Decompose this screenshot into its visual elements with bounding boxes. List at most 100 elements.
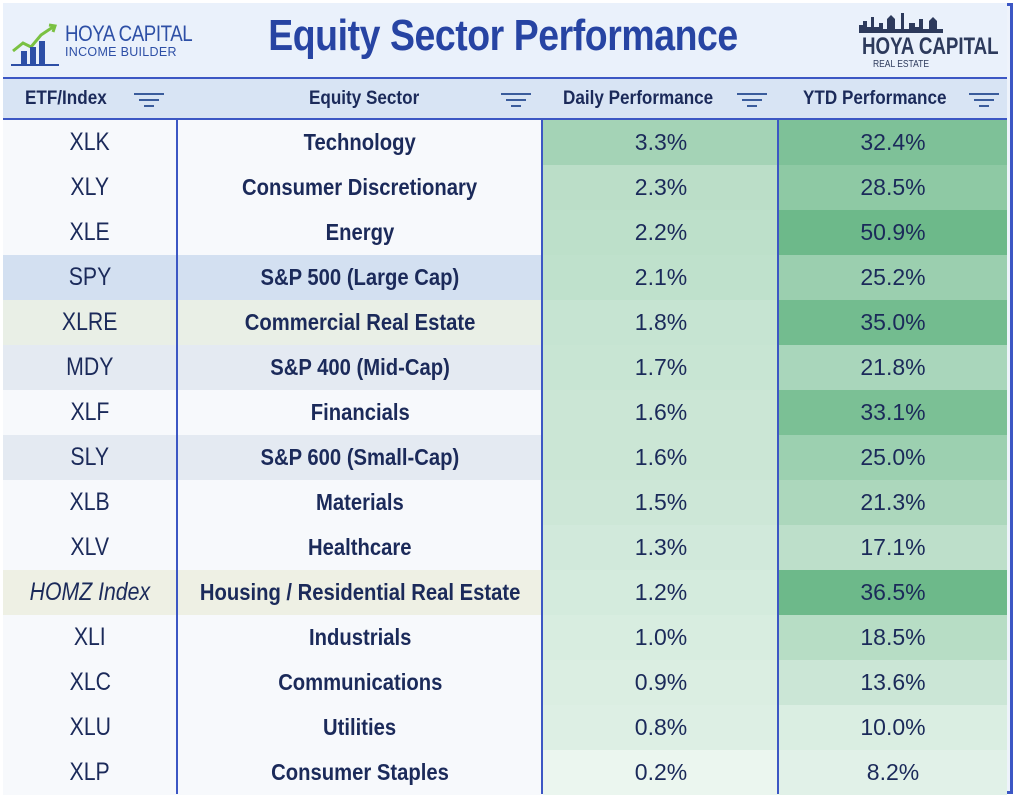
sector-cell: S&P 400 (Mid-Cap) (177, 345, 543, 390)
ytd-performance-cell: 33.1% (779, 390, 1007, 435)
header: HOYA CAPITAL INCOME BUILDER Equity Secto… (3, 3, 1007, 77)
column-divider (777, 120, 779, 794)
etf-ticker: XLI (74, 623, 106, 651)
filter-icon[interactable] (736, 91, 768, 109)
etf-cell: XLB (3, 480, 177, 525)
ytd-performance-cell: 10.0% (779, 705, 1007, 750)
sector-name: Consumer Staples (271, 759, 449, 785)
etf-cell: XLI (3, 615, 177, 660)
etf-ticker: XLF (70, 398, 110, 426)
ytd-performance-cell: 36.5% (779, 570, 1007, 615)
daily-performance-cell: 1.7% (543, 345, 779, 390)
sector-cell: Materials (177, 480, 543, 525)
etf-cell: SPY (3, 255, 177, 300)
table-row: XLI Industrials 1.0% 18.5% (3, 615, 1007, 660)
page-title: Equity Sector Performance (268, 11, 738, 60)
ytd-performance-cell: 25.2% (779, 255, 1007, 300)
filter-icon[interactable] (500, 91, 532, 109)
sector-cell: Energy (177, 210, 543, 255)
ytd-performance-cell: 50.9% (779, 210, 1007, 255)
etf-ticker: XLY (70, 173, 110, 201)
sector-cell: S&P 600 (Small-Cap) (177, 435, 543, 480)
logo-brand-text: HOYA CAPITAL (862, 33, 999, 60)
sector-name: S&P 500 (Large Cap) (260, 264, 460, 290)
daily-performance-cell: 2.3% (543, 165, 779, 210)
table-row: XLY Consumer Discretionary 2.3% 28.5% (3, 165, 1007, 210)
etf-ticker: XLU (69, 713, 111, 741)
table-row: XLB Materials 1.5% 21.3% (3, 480, 1007, 525)
sector-name: Commercial Real Estate (244, 309, 476, 335)
sector-cell: S&P 500 (Large Cap) (177, 255, 543, 300)
sector-name: Housing / Residential Real Estate (199, 579, 521, 605)
ytd-performance-cell: 13.6% (779, 660, 1007, 705)
table-row: XLK Technology 3.3% 32.4% (3, 120, 1007, 165)
sector-name: Industrials (308, 624, 412, 650)
skyline-icon (859, 13, 943, 33)
sector-name: Utilities (323, 714, 397, 740)
sector-cell: Technology (177, 120, 543, 165)
etf-ticker: XLK (69, 128, 111, 156)
etf-cell: XLV (3, 525, 177, 570)
ytd-performance-cell: 21.3% (779, 480, 1007, 525)
daily-performance-cell: 1.3% (543, 525, 779, 570)
daily-performance-cell: 1.5% (543, 480, 779, 525)
ytd-performance-cell: 28.5% (779, 165, 1007, 210)
etf-ticker: HOMZ Index (29, 578, 151, 606)
table-row: XLC Communications 0.9% 13.6% (3, 660, 1007, 705)
sector-cell: Commercial Real Estate (177, 300, 543, 345)
etf-cell: SLY (3, 435, 177, 480)
ytd-performance-cell: 17.1% (779, 525, 1007, 570)
ytd-performance-cell: 35.0% (779, 300, 1007, 345)
etf-ticker: XLP (69, 758, 111, 786)
sector-name: Technology (303, 129, 417, 155)
etf-cell: XLY (3, 165, 177, 210)
table-row: MDY S&P 400 (Mid-Cap) 1.7% 21.8% (3, 345, 1007, 390)
etf-cell: XLU (3, 705, 177, 750)
logo-brand-text: HOYA CAPITAL (65, 21, 193, 46)
etf-ticker: XLB (69, 488, 111, 516)
sector-cell: Financials (177, 390, 543, 435)
ytd-performance-cell: 8.2% (779, 750, 1007, 795)
logo-subtitle-text: INCOME BUILDER (65, 45, 177, 59)
table-row: XLE Energy 2.2% 50.9% (3, 210, 1007, 255)
hoya-income-builder-logo: HOYA CAPITAL INCOME BUILDER (9, 21, 193, 67)
table-row: SLY S&P 600 (Small-Cap) 1.6% 25.0% (3, 435, 1007, 480)
column-header-etf[interactable]: ETF/Index (25, 88, 107, 109)
filter-icon[interactable] (968, 91, 1000, 109)
etf-cell: MDY (3, 345, 177, 390)
daily-performance-cell: 1.2% (543, 570, 779, 615)
column-header-sector[interactable]: Equity Sector (309, 88, 420, 109)
etf-ticker: XLRE (62, 308, 118, 336)
table-row: XLV Healthcare 1.3% 17.1% (3, 525, 1007, 570)
etf-cell: HOMZ Index (3, 570, 177, 615)
sector-cell: Consumer Staples (177, 750, 543, 795)
table-row: XLRE Commercial Real Estate 1.8% 35.0% (3, 300, 1007, 345)
column-header-row: ETF/Index Equity Sector Daily Performanc… (3, 77, 1007, 120)
etf-cell: XLF (3, 390, 177, 435)
daily-performance-cell: 3.3% (543, 120, 779, 165)
sector-name: Healthcare (308, 534, 412, 560)
table-row: HOMZ Index Housing / Residential Real Est… (3, 570, 1007, 615)
daily-performance-cell: 1.0% (543, 615, 779, 660)
filter-icon[interactable] (133, 91, 165, 109)
etf-cell: XLC (3, 660, 177, 705)
daily-performance-cell: 1.6% (543, 390, 779, 435)
chart-bars-icon (11, 23, 59, 66)
sector-name: Financials (310, 399, 410, 425)
etf-cell: XLP (3, 750, 177, 795)
ytd-performance-cell: 32.4% (779, 120, 1007, 165)
column-header-daily[interactable]: Daily Performance (563, 88, 714, 109)
table-row: XLP Consumer Staples 0.2% 8.2% (3, 750, 1007, 795)
daily-performance-cell: 0.8% (543, 705, 779, 750)
daily-performance-cell: 2.2% (543, 210, 779, 255)
sector-name: Communications (277, 669, 443, 695)
column-header-ytd[interactable]: YTD Performance (803, 88, 947, 109)
etf-cell: XLK (3, 120, 177, 165)
sector-cell: Housing / Residential Real Estate (177, 570, 543, 615)
column-divider (541, 120, 543, 794)
etf-ticker: XLE (69, 218, 111, 246)
sector-name: S&P 400 (Mid-Cap) (270, 354, 450, 380)
ytd-performance-cell: 21.8% (779, 345, 1007, 390)
ytd-performance-cell: 18.5% (779, 615, 1007, 660)
etf-cell: XLE (3, 210, 177, 255)
